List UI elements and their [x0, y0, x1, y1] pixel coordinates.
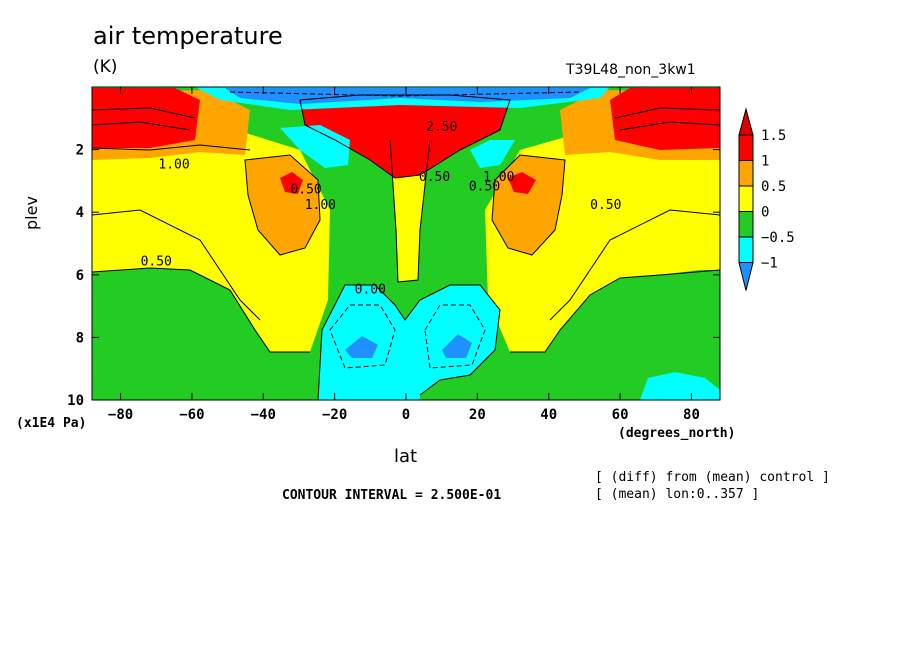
y-tick-label: 6: [76, 268, 84, 284]
y-axis-label: plev: [22, 196, 41, 230]
colorbar-label: 1: [761, 154, 769, 170]
x-axis-label: lat: [394, 446, 418, 467]
colorbar-label: 0.5: [761, 179, 786, 195]
contour-interval-text: CONTOUR INTERVAL = 2.500E-01: [282, 488, 502, 503]
contour-label: 0.50: [290, 182, 321, 197]
run-label: T39L48_non_3kw1: [566, 62, 696, 78]
contour-label: 0.00: [355, 283, 386, 298]
x-axis-unit: (degrees_north): [618, 426, 736, 441]
x-tick-label: 80: [683, 407, 700, 423]
colorbar: 1.5 1 0.5 0 −0.5 −1: [738, 107, 795, 291]
contour-line: [510, 269, 720, 353]
x-tick-label: −20: [322, 407, 347, 423]
contour-line-dashed: [329, 304, 396, 369]
contour-lines: [92, 94, 720, 400]
colorbar-box: [738, 236, 754, 263]
field-red-blob-south: [280, 172, 303, 194]
contour-line: [92, 144, 251, 151]
contour-line-dashed: [229, 91, 581, 97]
contour-line: [92, 107, 196, 119]
contour-label: 0.50: [141, 254, 172, 269]
x-axis: −80 −60 −40 −20 0 20 40 60 80: [108, 87, 700, 423]
colorbar-box: [738, 185, 754, 212]
contour-label: 0.50: [419, 170, 450, 185]
x-tick-label: 40: [540, 407, 557, 423]
contour-line-dashed: [424, 304, 486, 369]
contour-line: [389, 139, 431, 283]
contour-label: 1.00: [305, 198, 336, 213]
y-tick-label: 2: [76, 143, 84, 159]
y-tick-label: 4: [76, 205, 84, 221]
field-cyan-bottom-right: [640, 372, 720, 400]
contour-line: [92, 121, 191, 131]
contour-line: [317, 284, 501, 400]
contour-label: 0.50: [469, 179, 500, 194]
negative-contours: [229, 91, 581, 369]
colorbar-label: 0: [761, 205, 769, 221]
contour-labels: 1.000.500.501.000.002.500.500.501.000.50: [141, 120, 622, 298]
x-tick-label: −40: [251, 407, 276, 423]
colorbar-box: [738, 211, 754, 238]
contour-label: 1.00: [483, 170, 514, 185]
colorbar-box: [738, 134, 754, 161]
field-blue-bottom-left: [345, 336, 378, 358]
colorbar-label: −0.5: [761, 230, 795, 246]
units-label: (K): [93, 57, 118, 77]
y-tick-label: 8: [76, 330, 84, 346]
field-red-south-pole: [92, 88, 200, 148]
note-diff: [ (diff) from (mean) control ]: [595, 470, 830, 485]
contour-line: [244, 154, 321, 256]
field-cyan-north-small: [470, 140, 515, 168]
contour-label: 1.00: [158, 157, 189, 172]
x-tick-label: −80: [108, 407, 133, 423]
colorbar-label: −1: [761, 256, 778, 272]
contour-label: 2.50: [426, 120, 457, 135]
field-cyan-south-small: [280, 125, 350, 168]
contour-line: [92, 267, 310, 353]
contour-line: [614, 107, 720, 119]
contour-line: [92, 209, 261, 321]
contour-line: [549, 209, 720, 321]
colorbar-end-low: [738, 262, 754, 291]
x-tick-label: −60: [179, 407, 204, 423]
colorbar-label: 1.5: [761, 128, 786, 144]
field-red-north-pole: [610, 88, 720, 150]
contour-line: [491, 154, 566, 256]
contour-line: [299, 94, 511, 179]
chart-title: air temperature: [93, 22, 283, 50]
y-tick-label: 10: [67, 393, 84, 409]
x-tick-label: 20: [469, 407, 486, 423]
colorbar-box: [738, 160, 754, 187]
y-axis-unit: (x1E4 Pa): [16, 416, 87, 431]
field-blue-bottom-right: [442, 334, 472, 358]
field-red-blob-north: [508, 172, 536, 194]
colorbar-end-high: [738, 107, 754, 136]
field-cyan-bottom: [318, 285, 500, 400]
contour-label: 0.50: [590, 198, 621, 213]
x-tick-label: 0: [402, 407, 410, 423]
note-mean: [ (mean) lon:0..357 ]: [595, 487, 760, 502]
field-red-equator: [300, 95, 510, 178]
y-axis: 2 4 6 8 10: [67, 143, 720, 409]
contour-line: [619, 121, 720, 131]
x-tick-label: 60: [612, 407, 629, 423]
contour-fill: [92, 87, 720, 400]
